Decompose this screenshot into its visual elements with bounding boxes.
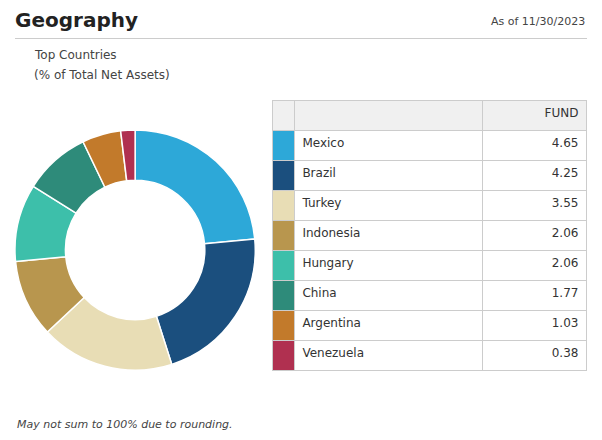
svg-text:Indonesia: Indonesia	[302, 226, 360, 240]
svg-text:(% of Total Net Assets): (% of Total Net Assets)	[34, 68, 170, 82]
svg-text:May not sum to 100% due to rou: May not sum to 100% due to rounding.	[17, 418, 233, 431]
svg-text:Top Countries: Top Countries	[34, 48, 117, 62]
svg-text:Turkey: Turkey	[301, 196, 341, 210]
svg-text:Hungary: Hungary	[302, 256, 353, 270]
svg-text:4.25: 4.25	[552, 166, 579, 180]
svg-text:2.06: 2.06	[552, 256, 579, 270]
svg-text:3.55: 3.55	[552, 196, 579, 210]
svg-text:2.06: 2.06	[552, 226, 579, 240]
svg-text:0.38: 0.38	[552, 346, 579, 360]
svg-text:FUND: FUND	[544, 106, 578, 120]
svg-text:Venezuela: Venezuela	[302, 346, 364, 360]
svg-text:Mexico: Mexico	[302, 136, 344, 150]
svg-text:1.03: 1.03	[552, 316, 579, 330]
svg-text:1.77: 1.77	[552, 286, 579, 300]
svg-text:Brazil: Brazil	[302, 166, 336, 180]
svg-text:Argentina: Argentina	[302, 316, 361, 330]
svg-text:4.65: 4.65	[552, 136, 579, 150]
svg-text:Geography: Geography	[15, 8, 138, 32]
svg-text:China: China	[302, 286, 336, 300]
svg-text:As of 11/30/2023: As of 11/30/2023	[491, 15, 585, 28]
